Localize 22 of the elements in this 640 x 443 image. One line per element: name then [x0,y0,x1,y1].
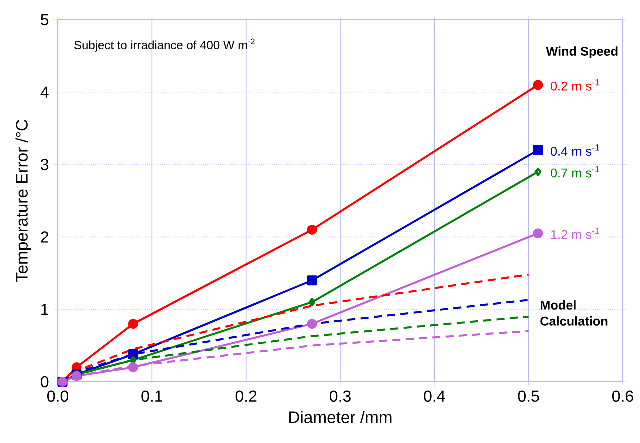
y-tick-label: 0 [41,376,49,388]
y-tick-label: 1 [42,304,49,316]
x-tick-label: 0.4 [424,390,446,402]
y-axis-title: Temperature Error /°C [16,120,32,282]
series-label: 0.7 m s$^{-1}$ [551,166,600,178]
x-tick-label: 0.5 [518,390,540,402]
x-axis-title: Diameter /mm [290,411,392,424]
annotation: Model Calculation [540,300,608,326]
series-label: 1.2 m s$^{-1}$ [551,228,600,240]
x-tick-label: 0.2 [236,390,257,402]
series-label: 0.2 m s$^{-1}$ [551,79,600,91]
x-tick-label: 0.6 [612,390,634,402]
x-tick-label: 0.1 [142,390,163,402]
y-tick-label: 5 [41,14,49,26]
y-tick-label: 2 [41,232,48,243]
series-label: 0.4 m s$^{-1}$ [551,144,600,156]
y-tick-label: 3 [41,159,49,170]
x-tick-label: 0.3 [330,390,351,402]
annotation: Subject to irradiance of 400 W m$^{-2}$ [74,38,255,52]
legend-title: Wind Speed [546,46,618,58]
x-tick-label: 0.0 [48,390,69,402]
y-tick-label: 4 [40,86,49,98]
